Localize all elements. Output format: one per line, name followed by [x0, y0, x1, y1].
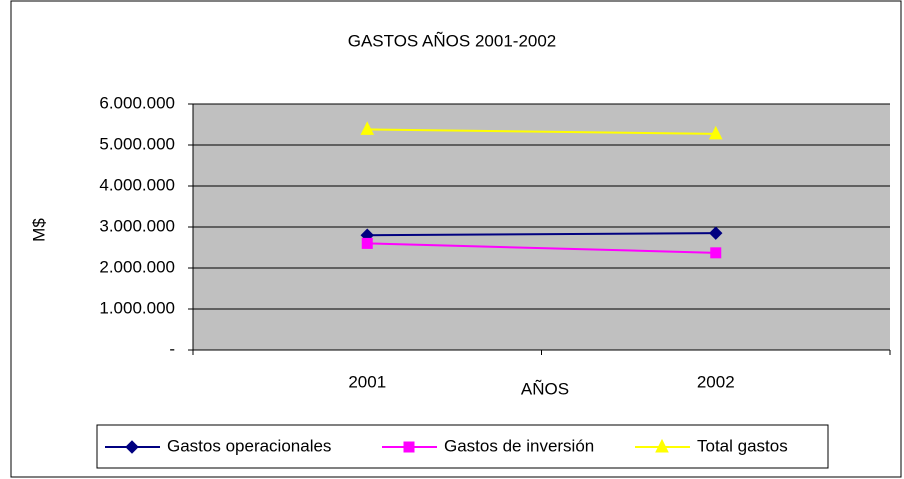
marker-square: [710, 247, 722, 259]
marker-diamond: [125, 440, 139, 454]
y-tick-label: 4.000.000: [99, 175, 175, 194]
y-tick-label: 3.000.000: [99, 216, 175, 235]
legend-box: [96, 424, 829, 469]
marker-diamond: [709, 226, 723, 240]
legend-label: Gastos operacionales: [167, 436, 331, 455]
y-tick-label: 2.000.000: [99, 257, 175, 276]
marker-triangle: [360, 121, 375, 135]
chart-title: GASTOS AÑOS 2001-2002: [348, 31, 557, 50]
y-tick-label: -: [169, 339, 175, 358]
x-tick-label: 2002: [697, 372, 735, 391]
y-axis-label: M$: [29, 218, 48, 242]
x-axis-label: AÑOS: [521, 379, 569, 398]
series-line: [367, 242, 716, 254]
marker-triangle: [655, 438, 669, 453]
x-tick-label: 2001: [348, 372, 386, 391]
y-tick-label: 1.000.000: [99, 298, 175, 317]
legend-label: Total gastos: [697, 436, 788, 455]
marker-square: [361, 237, 373, 249]
y-tick-label: 6.000.000: [99, 93, 175, 112]
series-line: [367, 232, 716, 237]
y-tick-label: 5.000.000: [99, 134, 175, 153]
legend-label: Gastos de inversión: [444, 436, 594, 455]
marker-triangle: [708, 125, 723, 140]
marker-square: [403, 441, 415, 453]
series-line: [367, 128, 716, 135]
